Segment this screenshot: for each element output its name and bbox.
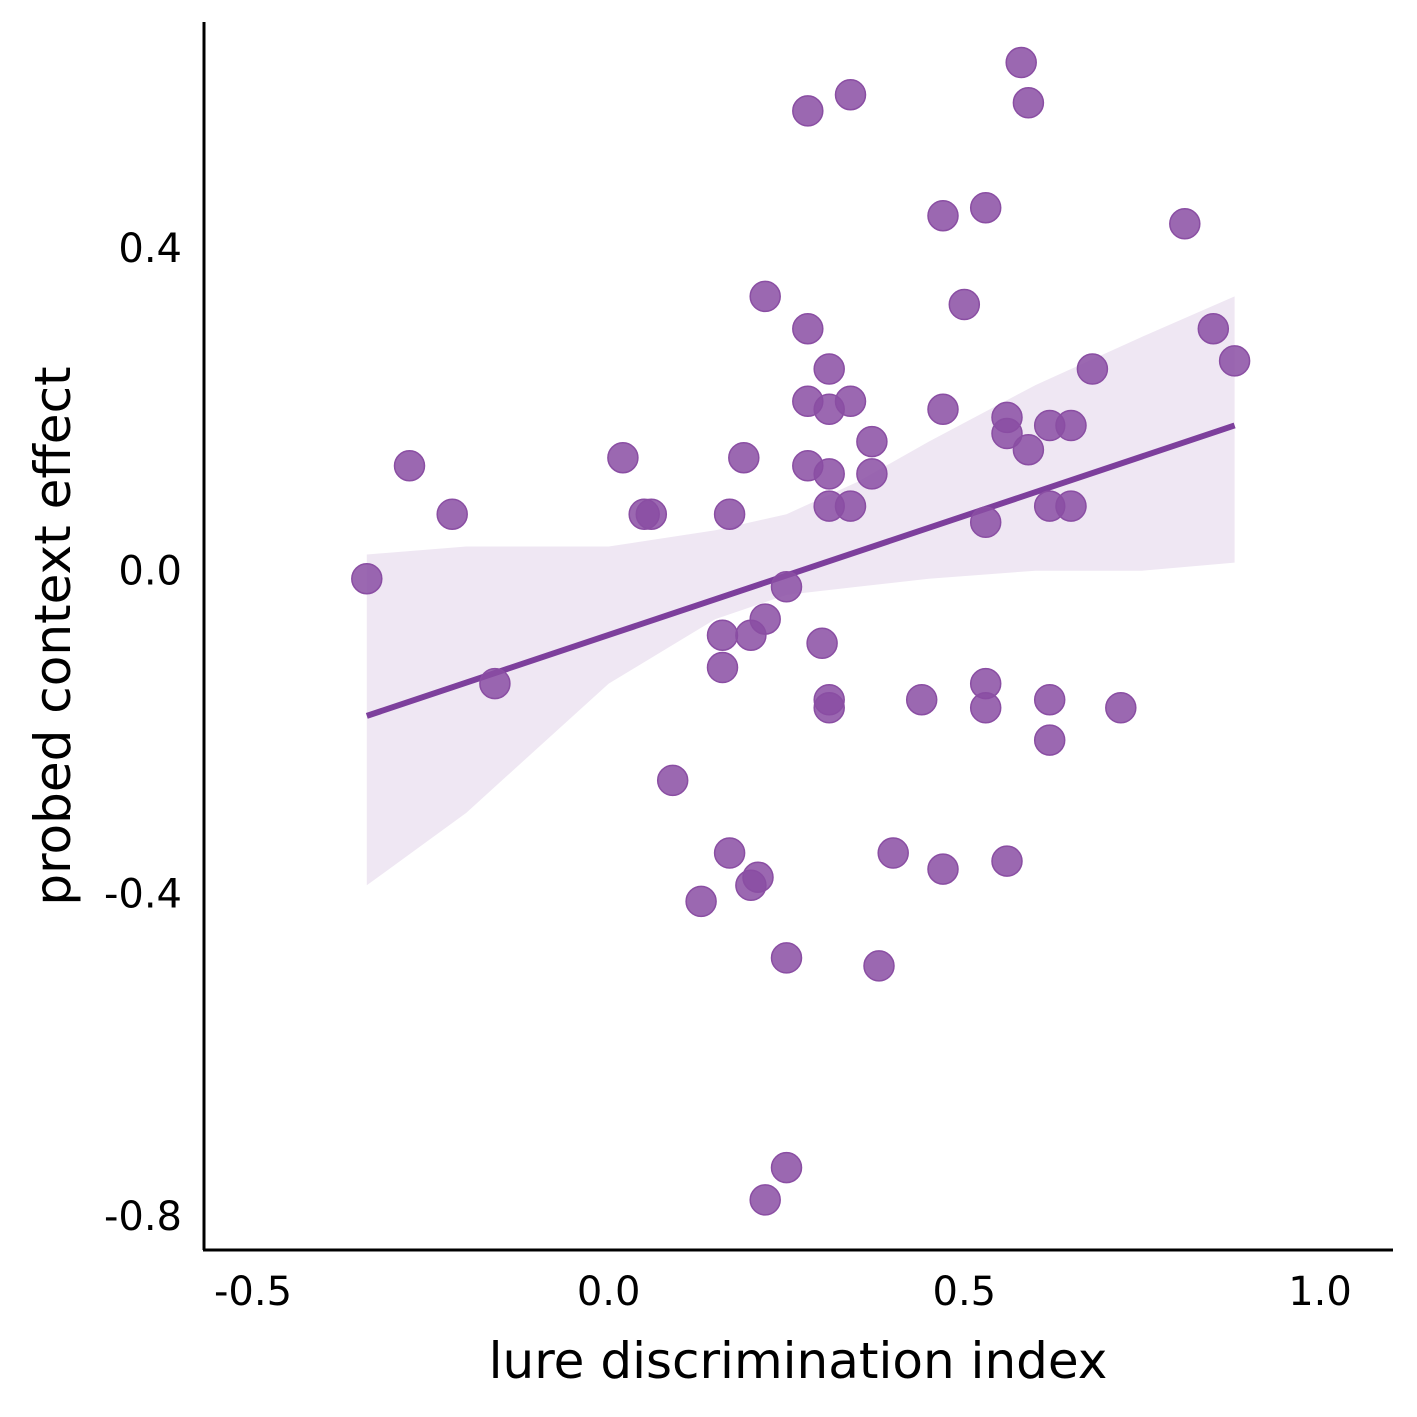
data-point	[927, 199, 959, 232]
data-point	[927, 393, 959, 426]
data-point	[685, 885, 717, 918]
data-point	[479, 667, 511, 700]
data-point	[991, 417, 1023, 450]
data-point	[834, 490, 867, 522]
data-point	[813, 458, 845, 490]
data-point	[834, 385, 867, 418]
data-point	[991, 845, 1023, 877]
data-point	[607, 441, 639, 474]
data-point	[1105, 692, 1137, 724]
data-points-layer	[351, 46, 1251, 1216]
data-point	[713, 498, 746, 530]
data-point	[969, 506, 1002, 539]
data-point	[1012, 87, 1045, 119]
data-point	[863, 950, 895, 982]
data-point	[749, 1184, 781, 1216]
data-point	[1218, 345, 1251, 377]
data-point	[706, 651, 739, 684]
y-axis-title: probed context effect	[24, 366, 82, 905]
x-tick-label: 0.0	[577, 1269, 641, 1315]
data-point	[770, 571, 803, 603]
y-tick-label: -0.8	[104, 1194, 182, 1240]
data-point	[1012, 433, 1045, 466]
data-point	[656, 764, 689, 797]
data-point	[969, 191, 1002, 224]
data-point	[927, 853, 959, 885]
data-point	[742, 861, 774, 893]
data-point	[728, 441, 760, 474]
data-point	[1076, 353, 1109, 385]
data-point	[436, 498, 468, 530]
axes	[202, 22, 1393, 1252]
data-point	[856, 458, 888, 490]
x-axis-title: lure discrimination index	[489, 1332, 1108, 1390]
data-point	[948, 288, 981, 321]
regression-line-layer	[365, 422, 1236, 719]
data-point	[770, 942, 803, 974]
x-tick-label: -0.5	[214, 1269, 292, 1315]
y-tick-label: 0.4	[118, 226, 182, 272]
data-point	[792, 312, 824, 345]
data-point	[635, 498, 668, 530]
tick-labels: -0.5 0.0 0.5 1.0 -0.8 -0.4 0.0 0.4	[104, 226, 1352, 1315]
data-point	[749, 603, 781, 635]
data-point	[856, 425, 888, 458]
data-point	[1197, 312, 1230, 345]
data-point	[813, 353, 845, 385]
data-point	[1033, 724, 1066, 756]
x-tick-label: 1.0	[1288, 1269, 1352, 1315]
data-point	[351, 562, 383, 595]
data-point	[834, 78, 867, 111]
data-point	[969, 692, 1002, 724]
data-point	[749, 280, 781, 313]
data-point	[1055, 490, 1087, 522]
y-tick-label: -0.4	[104, 871, 182, 917]
data-point	[1169, 208, 1201, 240]
data-point	[1005, 46, 1037, 79]
data-point	[706, 619, 739, 651]
data-point	[393, 450, 426, 482]
data-point	[1033, 683, 1066, 716]
data-point	[770, 1151, 803, 1184]
data-point	[1055, 409, 1087, 442]
data-point	[877, 837, 909, 869]
regression-line	[365, 422, 1236, 719]
data-point	[813, 692, 845, 724]
x-tick-label: 0.5	[933, 1269, 997, 1315]
data-point	[792, 95, 824, 127]
data-point	[806, 627, 838, 660]
data-point	[905, 683, 938, 716]
y-tick-label: 0.0	[118, 549, 182, 595]
data-point	[713, 837, 746, 869]
